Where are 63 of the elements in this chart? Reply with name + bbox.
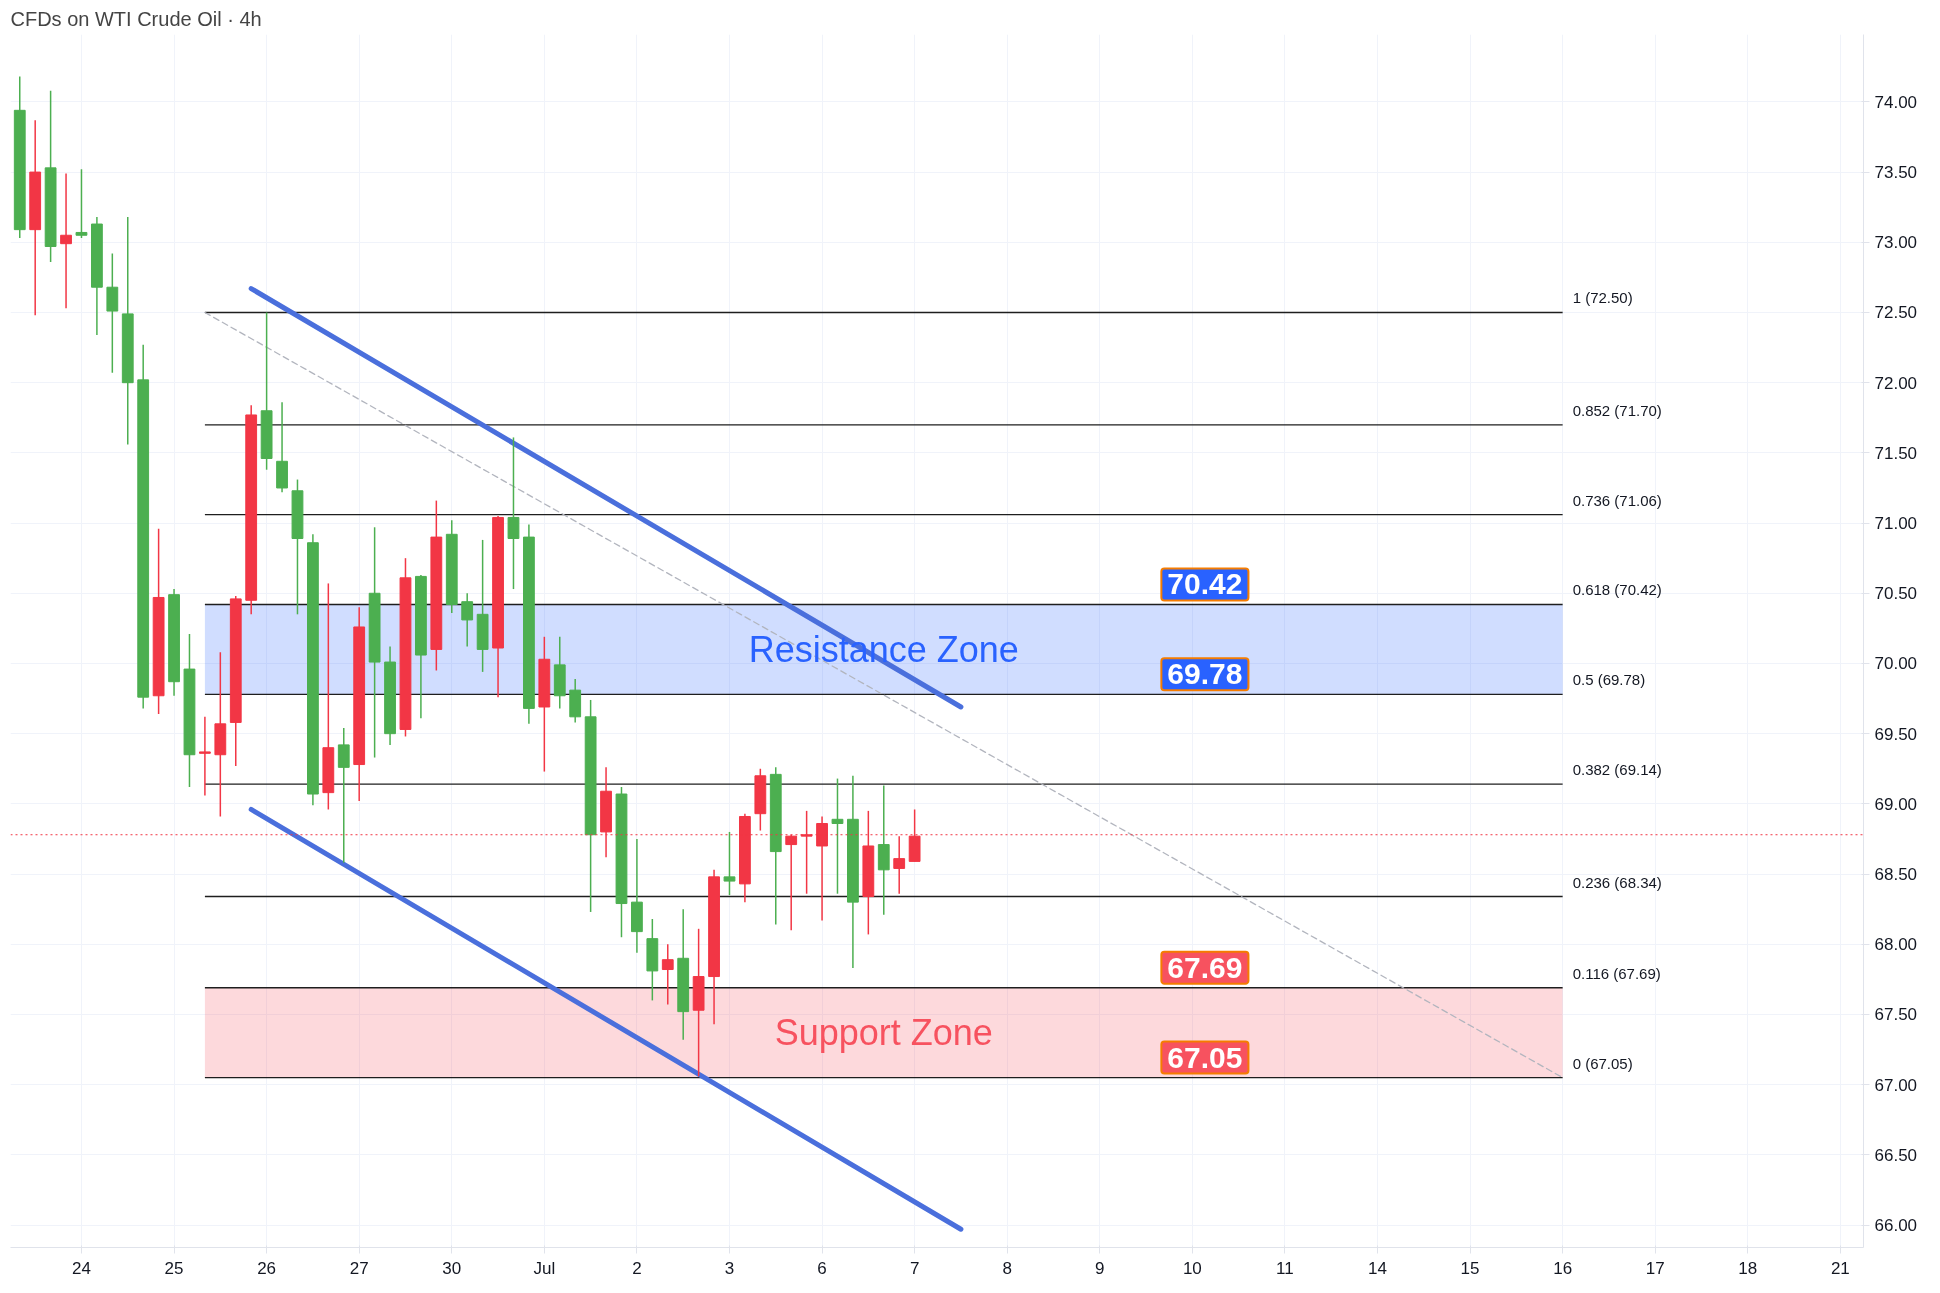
ref-line-label: 0.736 (71.06) (1572, 491, 1662, 509)
candlestick (106, 252, 119, 374)
y-tick-label: 72.00 (1874, 373, 1918, 393)
ref-line-label: 0.236 (68.34) (1572, 873, 1662, 891)
y-tick-label: 73.00 (1874, 233, 1918, 253)
y-tick-label: 71.50 (1874, 443, 1918, 463)
y-tick-label: 66.00 (1874, 1216, 1918, 1236)
y-tick-label: 73.50 (1874, 163, 1918, 183)
candlestick (337, 727, 350, 864)
y-tick-label: 69.50 (1874, 724, 1918, 744)
band-label: Support Zone (774, 1012, 993, 1054)
x-tick-label: 16 (1553, 1258, 1573, 1278)
ref-line-label: 1 (72.50) (1572, 289, 1633, 307)
y-tick-label: 67.50 (1874, 1005, 1918, 1025)
candlestick (199, 716, 211, 797)
ref-line-label: 0.5 (69.78) (1572, 671, 1646, 689)
y-tick-label: 70.00 (1874, 654, 1918, 674)
y-tick-label: 68.00 (1874, 935, 1918, 955)
ref-line-label: 0.852 (71.70) (1572, 401, 1662, 419)
x-tick-label: 21 (1830, 1258, 1850, 1278)
x-tick-label: 11 (1276, 1258, 1294, 1278)
candlestick (723, 831, 736, 896)
annotation: 67.05 (1167, 1040, 1243, 1074)
y-tick-label: 71.00 (1874, 514, 1918, 534)
ref-line-label: 0.116 (67.69) (1572, 964, 1661, 982)
candlestick (60, 172, 72, 310)
x-tick-label: 27 (349, 1258, 369, 1278)
candlestick (661, 943, 674, 1006)
x-tick-label: 17 (1645, 1258, 1665, 1278)
candlestick (461, 592, 474, 648)
x-tick-label: 30 (442, 1258, 462, 1278)
annotation: 69.78 (1167, 657, 1243, 691)
y-tick-label: 67.00 (1874, 1075, 1918, 1095)
candlestick (507, 436, 520, 590)
x-tick-label: 18 (1738, 1258, 1758, 1278)
y-tick-label: 70.50 (1874, 584, 1918, 604)
x-tick-label: 7 (909, 1258, 920, 1278)
y-tick-label: 72.50 (1874, 303, 1918, 323)
y-tick-label: 74.00 (1874, 92, 1918, 112)
chart-title: CFDs on WTI Crude Oil · 4h (10, 7, 262, 30)
x-tick-label: 2 (632, 1258, 642, 1278)
x-tick-label: Jul (533, 1258, 556, 1278)
x-tick-label: 24 (72, 1258, 91, 1278)
candlestick (893, 835, 906, 895)
y-tick-label: 69.00 (1874, 794, 1918, 814)
x-tick-label: 6 (817, 1258, 827, 1278)
ref-line-label: 0.382 (69.14) (1572, 761, 1662, 779)
ref-line-label: 0.618 (70.42) (1572, 581, 1662, 599)
x-tick-label: 14 (1368, 1258, 1387, 1278)
candlestick (75, 168, 88, 239)
candlestick (831, 777, 844, 895)
ref-line-label: 0 (67.05) (1572, 1054, 1633, 1072)
y-tick-label: 68.50 (1874, 865, 1918, 885)
y-tick-label: 66.50 (1874, 1145, 1918, 1165)
annotation: 70.42 (1167, 567, 1243, 601)
annotation: 67.69 (1167, 950, 1243, 984)
x-tick-label: 8 (1002, 1258, 1012, 1278)
x-tick-label: 25 (164, 1258, 184, 1278)
x-tick-label: 26 (257, 1258, 277, 1278)
x-tick-label: 9 (1095, 1258, 1105, 1278)
x-tick-label: 15 (1460, 1258, 1480, 1278)
x-tick-label: 3 (724, 1258, 735, 1278)
x-tick-label: 10 (1182, 1258, 1202, 1278)
